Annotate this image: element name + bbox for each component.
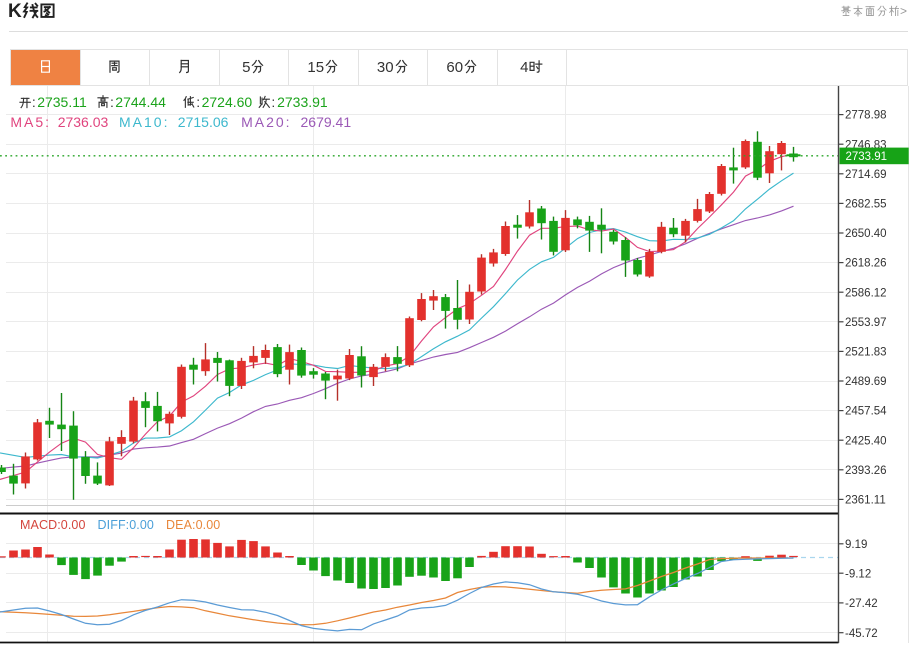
- svg-text:2778.98: 2778.98: [845, 110, 887, 122]
- svg-text:2618.26: 2618.26: [845, 258, 887, 270]
- svg-text:2393.26: 2393.26: [845, 465, 887, 477]
- svg-text:2425.40: 2425.40: [845, 435, 887, 447]
- svg-text:2521.83: 2521.83: [845, 347, 887, 359]
- svg-text:-27.42: -27.42: [845, 598, 878, 610]
- svg-text:2489.69: 2489.69: [845, 376, 887, 388]
- svg-text:-9.12: -9.12: [845, 568, 871, 580]
- svg-text:2714.69: 2714.69: [845, 169, 887, 181]
- svg-text:2682.55: 2682.55: [845, 199, 887, 211]
- svg-text:2586.12: 2586.12: [845, 287, 887, 299]
- svg-text:9.19: 9.19: [845, 539, 867, 551]
- svg-text:2553.97: 2553.97: [845, 317, 887, 329]
- svg-text:2733.91: 2733.91: [846, 151, 888, 163]
- svg-text:2361.11: 2361.11: [845, 495, 886, 507]
- svg-text:2650.40: 2650.40: [845, 228, 887, 240]
- svg-text:-45.72: -45.72: [845, 628, 878, 640]
- svg-text:2457.54: 2457.54: [845, 406, 887, 418]
